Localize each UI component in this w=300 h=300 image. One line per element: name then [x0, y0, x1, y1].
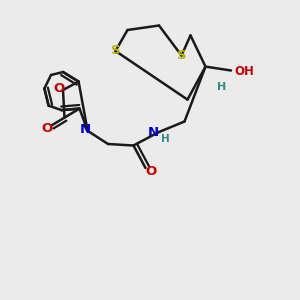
Text: O: O	[53, 82, 65, 95]
Text: H: H	[218, 82, 226, 92]
Text: H: H	[160, 134, 169, 145]
Text: O: O	[145, 165, 156, 178]
Text: OH: OH	[235, 65, 254, 78]
Text: N: N	[147, 126, 159, 139]
Text: S: S	[177, 49, 186, 62]
Text: O: O	[41, 122, 52, 135]
Text: N: N	[80, 122, 92, 136]
Text: S: S	[111, 44, 120, 58]
